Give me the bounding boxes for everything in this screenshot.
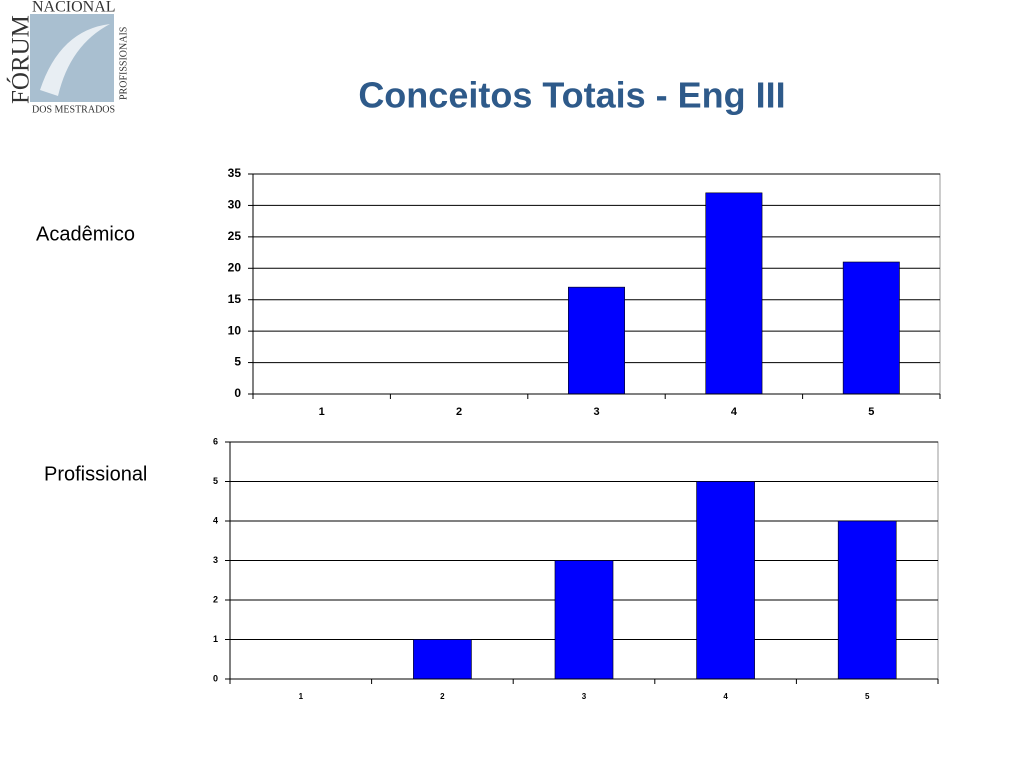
x-tick-label: 4 (731, 406, 738, 418)
logo-swirl (40, 24, 110, 96)
x-tick-label: 2 (440, 692, 445, 701)
logo: NACIONAL FÓRUM DOS MESTRADOS PROFISSIONA… (7, 0, 130, 115)
bar (554, 560, 614, 680)
bar (413, 639, 472, 680)
slide-title: Conceitos Totais - Eng III (358, 75, 785, 116)
x-tick-label: 5 (865, 692, 870, 701)
y-tick-label: 5 (213, 476, 218, 486)
bar (837, 520, 897, 680)
logo-text: FÓRUM (7, 15, 35, 104)
y-tick-label: 20 (228, 260, 242, 274)
x-tick-label: 2 (456, 406, 462, 418)
y-tick-label: 0 (234, 386, 241, 400)
logo-text: NACIONAL (32, 0, 116, 16)
chart-label: Profissional (44, 463, 147, 485)
y-tick-label: 2 (213, 594, 218, 604)
y-tick-label: 6 (213, 436, 218, 446)
x-tick-label: 3 (593, 406, 599, 418)
x-tick-label: 5 (868, 406, 874, 418)
y-tick-label: 15 (228, 292, 242, 306)
y-tick-label: 10 (228, 323, 242, 337)
bar (842, 261, 900, 395)
y-tick-label: 35 (228, 166, 242, 180)
logo-text: PROFISSIONAIS (118, 27, 129, 100)
logo-text: DOS MESTRADOS (32, 104, 115, 115)
y-tick-label: 25 (228, 229, 242, 243)
y-tick-label: 0 (213, 673, 218, 683)
chart-label: Acadêmico (36, 223, 135, 245)
y-tick-label: 4 (213, 515, 218, 525)
y-tick-label: 3 (213, 555, 218, 565)
x-tick-label: 1 (319, 406, 325, 418)
x-tick-label: 1 (299, 692, 304, 701)
bar (705, 192, 763, 395)
bar (568, 286, 625, 395)
y-tick-label: 5 (234, 355, 241, 369)
bar (696, 481, 755, 680)
y-tick-label: 1 (213, 634, 218, 644)
y-tick-label: 30 (228, 198, 242, 212)
x-tick-label: 4 (723, 692, 728, 701)
x-tick-label: 3 (582, 692, 587, 701)
